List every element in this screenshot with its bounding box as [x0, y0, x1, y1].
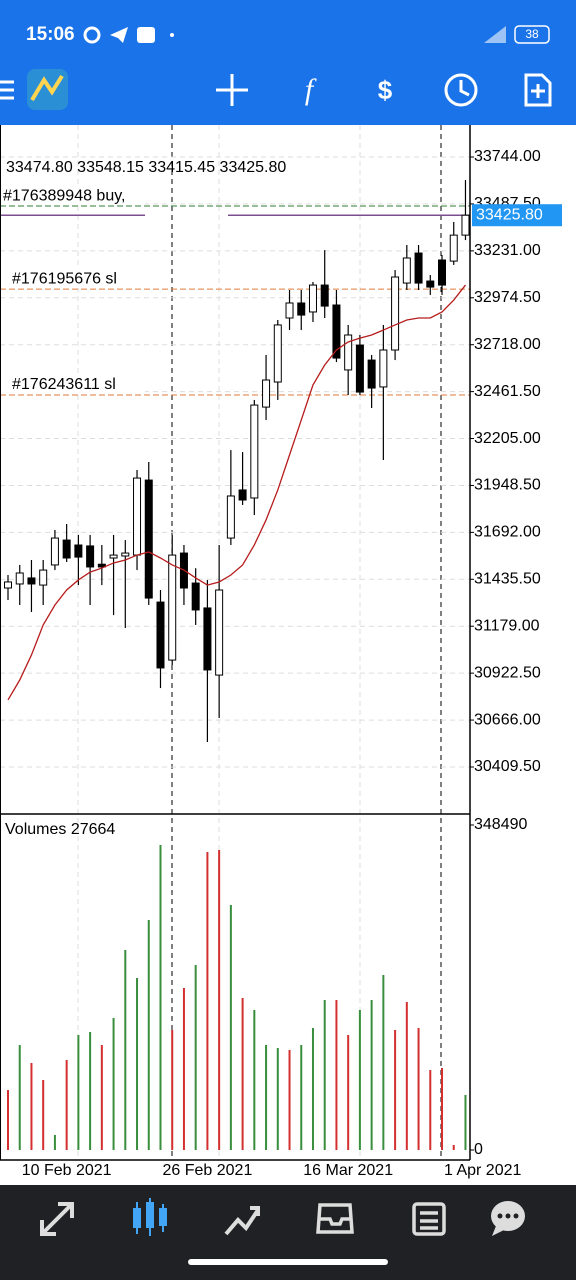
order-label: #176243611 sl: [12, 376, 116, 393]
app-logo-mark: [30, 74, 64, 102]
chart: 33744.0033487.5033231.0032974.5032718.00…: [0, 125, 562, 1179]
x-tick-label: 26 Feb 2021: [162, 1162, 252, 1179]
moving-average: [7, 284, 466, 701]
y-tick-label: 30409.50: [474, 758, 541, 775]
candle-body: [86, 545, 95, 568]
y-tick-label: 30666.00: [474, 711, 541, 728]
price-label: 33425.80: [476, 206, 543, 223]
candle-body: [168, 554, 177, 661]
candle-body: [15, 572, 24, 585]
x-tick-label: 16 Mar 2021: [303, 1162, 393, 1179]
candle-body: [215, 589, 224, 676]
crosshair-button[interactable]: [216, 74, 248, 106]
candle-body: [320, 284, 329, 307]
candle-body: [121, 552, 130, 557]
status-icon: [170, 33, 174, 37]
candle-body: [414, 252, 423, 284]
order-label-bg: [0, 373, 145, 395]
home-indicator[interactable]: [188, 1259, 388, 1265]
y-tick-label: 33744.00: [474, 148, 541, 165]
candle-body: [285, 302, 294, 319]
x-tick-label: 1 Apr 2021: [444, 1162, 522, 1179]
app-logo[interactable]: [27, 69, 68, 110]
candle-body: [39, 569, 48, 586]
candle-body: [191, 582, 200, 611]
candle-body: [62, 539, 71, 559]
candle-body: [238, 489, 247, 501]
x-tick-label: 10 Feb 2021: [22, 1162, 112, 1179]
news-tab[interactable]: [412, 1202, 446, 1236]
candle-body: [203, 607, 212, 671]
trade-tab[interactable]: [224, 1206, 260, 1236]
candle-body: [144, 479, 153, 599]
candle-body: [262, 379, 271, 408]
battery-level: 38: [525, 27, 539, 41]
candle-body: [226, 495, 235, 539]
candle-body: [355, 344, 364, 393]
candle-body: [379, 349, 388, 388]
price-label-bg: [472, 204, 562, 227]
candle-body: [367, 359, 376, 389]
candle-body: [438, 259, 447, 286]
candle-body: [27, 577, 36, 585]
menu-button[interactable]: [0, 80, 14, 100]
y-tick-label: 31179.00: [474, 617, 540, 634]
order-label: #176195676 sl: [12, 270, 117, 287]
candle-body: [402, 257, 411, 284]
candle-body: [461, 214, 470, 236]
trade-button[interactable]: $: [378, 75, 393, 105]
order-label: #176389948 buy,: [3, 187, 125, 204]
status-time: 15:06: [26, 24, 75, 45]
history-tab[interactable]: [316, 1203, 354, 1234]
status-icon: [83, 26, 101, 44]
y-tick-label: 31435.50: [474, 571, 541, 588]
y-tick-label: 33231.00: [474, 242, 541, 259]
candle-body: [426, 280, 435, 288]
y-tick-label: 31692.00: [474, 524, 541, 541]
candle-body: [391, 276, 400, 351]
timeframe-button[interactable]: [444, 73, 478, 107]
toolbar: [0, 62, 576, 125]
y-tick-label: 0: [474, 1141, 483, 1158]
order-label-bg: [0, 184, 145, 206]
y-tick-label: 32461.50: [474, 383, 541, 400]
y-tick-label: 32974.50: [474, 289, 541, 306]
candle-body: [4, 581, 12, 589]
candle-body: [50, 537, 59, 566]
candle-body: [133, 477, 142, 556]
battery-icon: [514, 25, 550, 44]
candle-body: [344, 334, 353, 371]
candle-body: [109, 554, 118, 559]
y-tick-label: 348490: [474, 816, 527, 833]
candle-body: [250, 404, 259, 499]
status-icon: [137, 27, 155, 43]
candle-body: [449, 234, 458, 262]
candle-body: [273, 324, 282, 383]
y-tick-label: 32205.00: [474, 430, 541, 447]
candle-body: [308, 284, 317, 313]
y-tick-label: 31948.50: [474, 477, 541, 494]
candle-body: [74, 544, 83, 558]
ohlc-info: 33474.80 33548.15 33415.45 33425.80: [6, 159, 286, 176]
candle-body: [97, 563, 106, 568]
y-tick-label: 32718.00: [474, 336, 541, 353]
candle-body: [297, 302, 306, 316]
y-tick-label: 30922.50: [474, 664, 541, 681]
bottom-nav: [0, 1185, 576, 1280]
status-icon: [110, 27, 128, 43]
new-order-button[interactable]: [524, 73, 552, 107]
quotes-tab[interactable]: [40, 1202, 74, 1236]
candle-body: [156, 601, 165, 669]
volume-title: Volumes 27664: [5, 821, 115, 838]
signal-icon: [484, 26, 506, 43]
chat-tab[interactable]: [491, 1201, 525, 1236]
candle-body: [332, 304, 341, 359]
chart-tab[interactable]: [133, 1198, 167, 1236]
order-label-bg: [0, 267, 145, 289]
